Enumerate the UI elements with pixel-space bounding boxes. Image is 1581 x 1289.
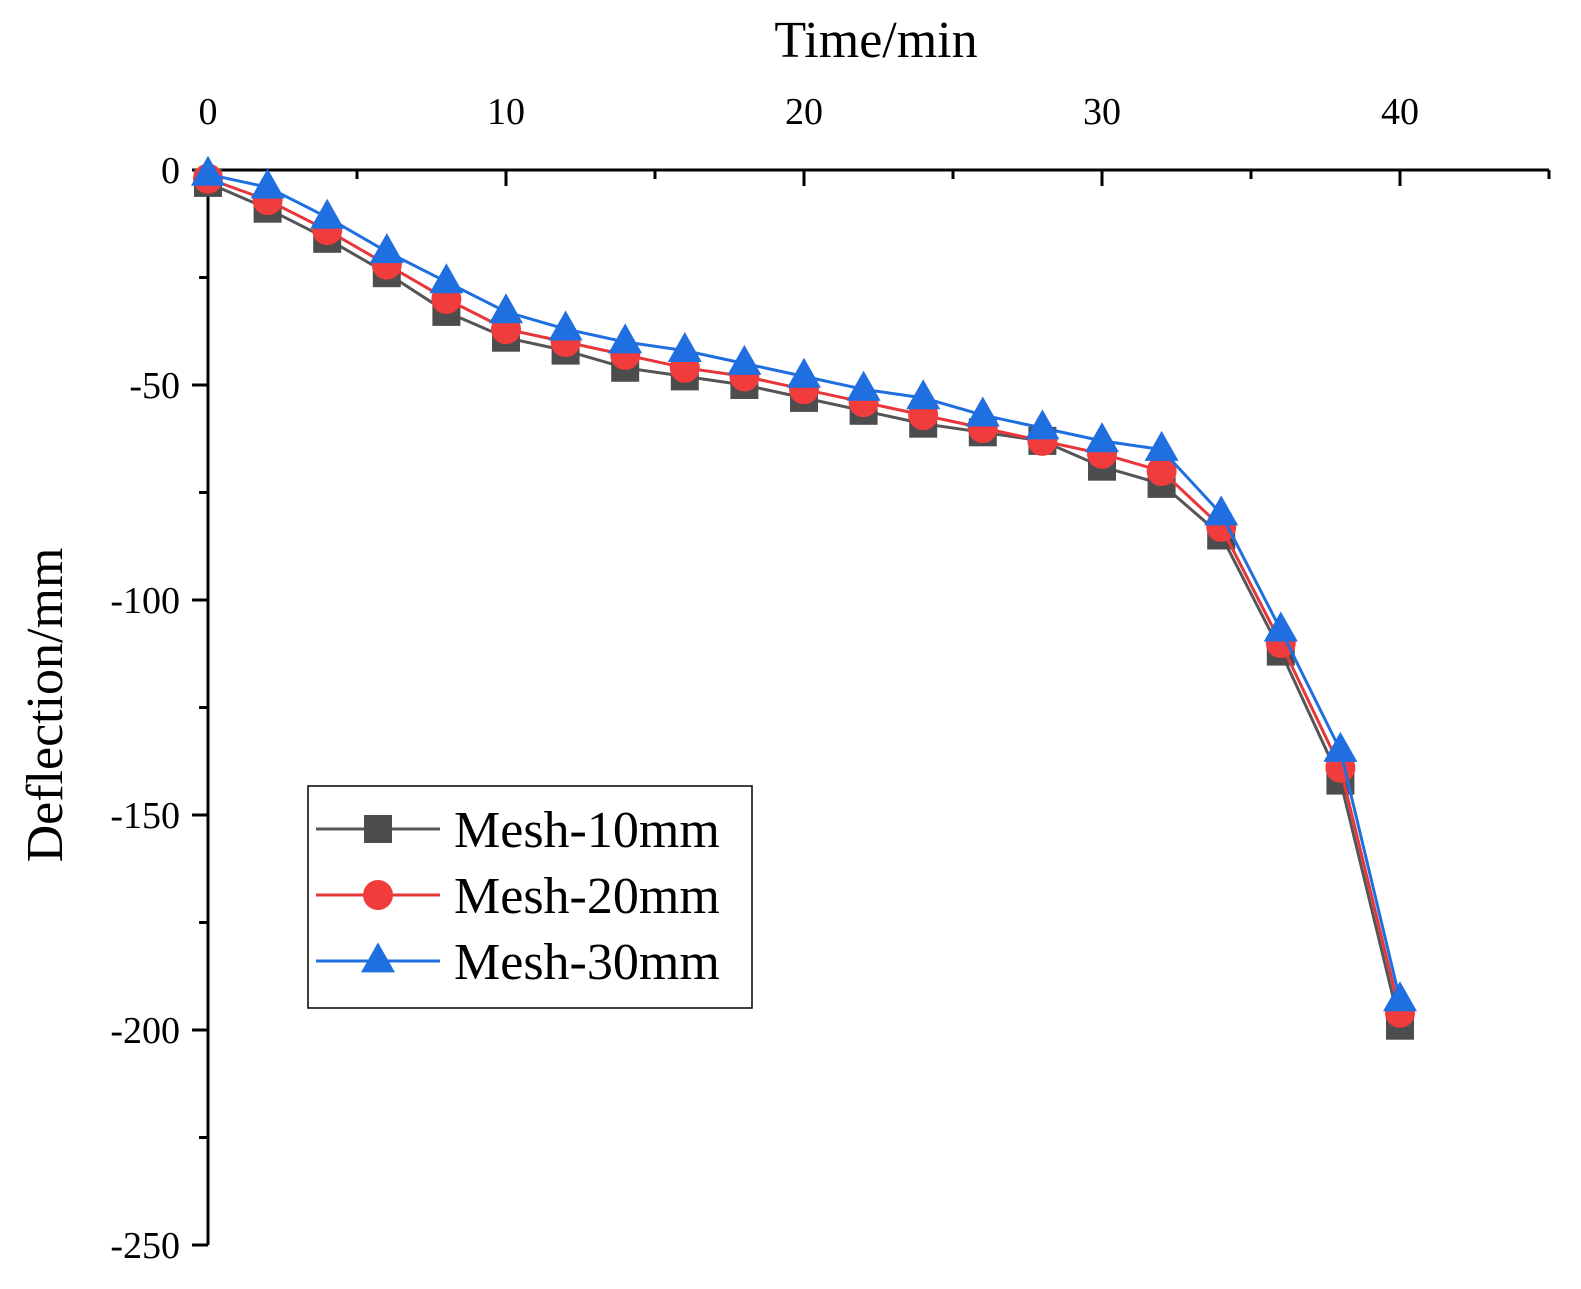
legend-label: Mesh-30mm: [454, 934, 720, 991]
data-point-circle: [1146, 456, 1177, 486]
legend-marker-square: [364, 815, 392, 843]
x-tick-label: 20: [785, 91, 823, 133]
data-point-triangle: [667, 332, 702, 362]
series-mesh-30mm: [191, 155, 1417, 1012]
y-tick-label: -200: [110, 1010, 180, 1052]
legend-label: Mesh-10mm: [454, 802, 720, 859]
legend-marker-triangle: [361, 942, 395, 973]
x-tick-label: 30: [1083, 91, 1121, 133]
y-tick-label: -150: [110, 795, 180, 837]
data-point-triangle: [429, 263, 464, 294]
data-point-triangle: [1144, 430, 1179, 461]
series-layer: [191, 155, 1417, 1040]
x-tick-label: 40: [1381, 91, 1419, 133]
data-point-triangle: [906, 379, 941, 410]
data-point-triangle: [369, 233, 404, 264]
data-point-triangle: [608, 323, 643, 354]
x-tick-label: 0: [199, 91, 218, 133]
x-axis-ticks: 0 10 20 30 40: [199, 91, 1551, 186]
data-point-triangle: [191, 155, 225, 186]
y-axis-ticks: 0 -50 -100 -150 -200 -250: [110, 150, 208, 1267]
y-tick-label: -50: [129, 365, 180, 407]
y-axis-title: Deflection/mm: [17, 548, 74, 863]
legend-label: Mesh-20mm: [454, 868, 720, 925]
data-point-triangle: [250, 168, 285, 199]
data-point-triangle: [1383, 981, 1417, 1012]
data-point-triangle: [1323, 731, 1358, 762]
data-point-triangle: [548, 310, 583, 341]
legend: Mesh-10mm Mesh-20mm Mesh-30mm: [307, 785, 753, 1009]
data-point-triangle: [310, 198, 345, 229]
data-point-triangle: [965, 396, 1000, 427]
data-point-triangle: [489, 293, 523, 324]
data-point-triangle: [787, 357, 821, 388]
data-point-triangle: [1263, 611, 1298, 642]
y-tick-label: -250: [110, 1225, 180, 1267]
y-tick-label: 0: [161, 150, 180, 192]
data-point-triangle: [727, 344, 762, 375]
data-point-triangle: [1204, 495, 1239, 526]
data-point-triangle: [846, 370, 881, 401]
legend-item: Mesh-30mm: [316, 934, 720, 991]
legend-item: Mesh-20mm: [316, 868, 720, 925]
x-axis-title: Time/min: [774, 12, 977, 69]
data-point-triangle: [1025, 409, 1060, 440]
x-tick-label: 10: [487, 91, 525, 133]
legend-item: Mesh-10mm: [316, 802, 720, 859]
y-tick-label: -100: [110, 580, 180, 622]
legend-marker-circle: [363, 880, 393, 910]
data-point-triangle: [1085, 422, 1119, 453]
